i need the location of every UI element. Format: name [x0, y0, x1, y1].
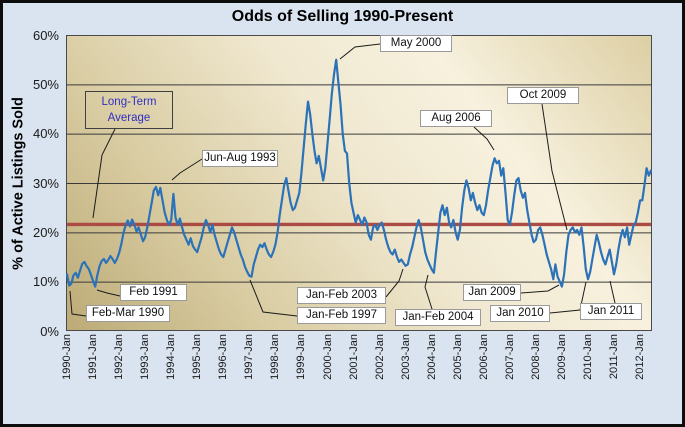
callout-line-may-2000	[339, 43, 381, 60]
callout-line-long-term-average	[92, 128, 116, 219]
annotation-aug-2006: Aug 2006	[420, 110, 492, 127]
annotation-jan-feb-2004: Jan-Feb 2004	[395, 309, 481, 326]
x-tick-label-1999-Jan: 1999-Jan	[295, 334, 308, 380]
x-tick-label-1994-Jan: 1994-Jan	[165, 334, 178, 380]
annotation-long-term-average: Long-Term Average	[85, 91, 173, 129]
x-tick-label-1992-Jan: 1992-Jan	[113, 334, 126, 380]
annotation-may-2000: May 2000	[380, 35, 452, 52]
annotation-jun-aug-1993: Jun-Aug 1993	[202, 150, 278, 167]
annotation-feb-1991: Feb 1991	[120, 284, 187, 301]
x-tick-label-1995-Jan: 1995-Jan	[191, 334, 204, 380]
x-tick-label-1993-Jan: 1993-Jan	[139, 334, 152, 380]
callout-line-jan-feb-1997	[249, 279, 298, 317]
chart-title: Odds of Selling 1990-Present	[231, 8, 454, 25]
y-tick-label-30pct: 30%	[32, 175, 59, 191]
x-tick-label-2012-Jan: 2012-Jan	[634, 334, 647, 380]
y-tick-label-50pct: 50%	[32, 76, 59, 92]
y-tick-label-10pct: 10%	[32, 274, 59, 290]
x-tick-label-2010-Jan: 2010-Jan	[582, 334, 594, 380]
callout-line-jun-aug-1993	[171, 158, 203, 181]
y-tick-label-40pct: 40%	[32, 126, 59, 142]
annotation-jan-2011: Jan 2011	[580, 303, 642, 320]
y-tick-label-0pct: 0%	[40, 323, 59, 339]
x-tick-label-1996-Jan: 1996-Jan	[217, 334, 230, 380]
x-tick-label-2011-Jan: 2011-Jan	[608, 334, 621, 380]
x-tick-label-1997-Jan: 1997-Jan	[243, 334, 256, 380]
annotation-jan-feb-2003: Jan-Feb 2003	[297, 287, 386, 304]
x-tick-label-2000-Jan: 2000-Jan	[321, 334, 334, 380]
callout-line-aug-2006	[473, 126, 495, 151]
callout-line-feb-1991	[96, 289, 121, 297]
x-tick-label-2006-Jan: 2006-Jan	[477, 334, 490, 380]
y-tick-label-60pct: 60%	[32, 27, 59, 43]
annotation-feb-mar-1990: Feb-Mar 1990	[86, 305, 170, 322]
annotation-jan-2009: Jan 2009	[463, 284, 521, 301]
callout-line-feb-mar-1990	[69, 290, 87, 317]
x-tick-label-2001-Jan: 2001-Jan	[347, 334, 360, 380]
x-tick-label-2009-Jan: 2009-Jan	[555, 334, 568, 380]
annotation-jan-2010: Jan 2010	[490, 305, 550, 322]
x-tick-label-2007-Jan: 2007-Jan	[503, 334, 516, 380]
y-tick-label-20pct: 20%	[32, 224, 59, 240]
x-tick-label-2005-Jan: 2005-Jan	[451, 334, 464, 380]
annotation-jan-feb-1997: Jan-Feb 1997	[297, 307, 386, 324]
callout-line-oct-2009	[541, 103, 568, 231]
annotation-oct-2009: Oct 2009	[507, 87, 579, 104]
callout-line-jan-feb-2003	[385, 268, 404, 298]
x-tick-label-2008-Jan: 2008-Jan	[529, 334, 542, 380]
x-tick-label-2002-Jan: 2002-Jan	[373, 334, 386, 380]
x-tick-label-1998-Jan: 1998-Jan	[269, 334, 282, 380]
callout-line-jan-2009	[520, 284, 560, 294]
series-line	[65, 58, 653, 288]
callout-line-jan-2011	[609, 280, 616, 304]
x-tick-label-1990-Jan: 1990-Jan	[61, 334, 73, 380]
callout-line-jan-feb-2004	[424, 274, 433, 310]
x-tick-label-2003-Jan: 2003-Jan	[399, 334, 412, 380]
chart-canvas	[65, 43, 653, 317]
x-tick-label-2004-Jan: 2004-Jan	[425, 334, 438, 380]
x-tick-label-1991-Jan: 1991-Jan	[87, 334, 100, 380]
